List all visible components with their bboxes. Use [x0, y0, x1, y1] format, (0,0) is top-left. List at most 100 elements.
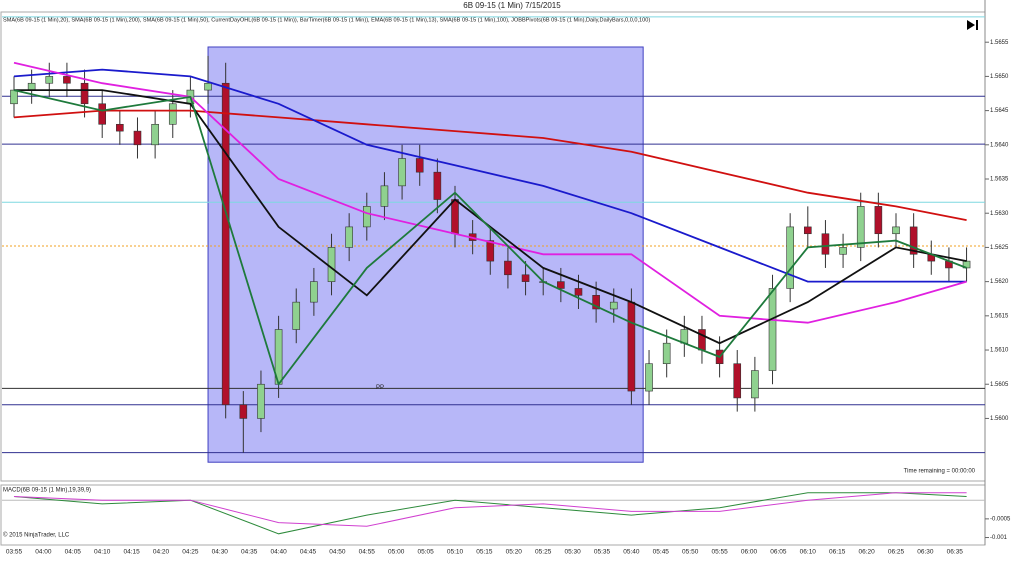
y-tick-label: 1.5630: [990, 211, 1009, 217]
candle-body: [310, 281, 318, 303]
y-tick-label: 1.5640: [990, 142, 1009, 148]
x-tick-label: 04:50: [329, 549, 346, 556]
candle-body: [451, 199, 459, 235]
y-tick-label: 1.5610: [990, 348, 1009, 354]
x-tick-label: 06:10: [800, 549, 817, 556]
x-tick-label: 06:15: [829, 549, 846, 556]
candle-body: [627, 301, 636, 392]
x-tick-label: 06:20: [858, 549, 875, 556]
x-tick-label: 04:25: [182, 549, 199, 556]
y-tick-label: 1.5605: [990, 382, 1009, 388]
indicator-line: [13, 89, 967, 387]
candle-body: [116, 123, 124, 132]
x-tick-label: 05:35: [594, 549, 611, 556]
candle-body: [204, 82, 212, 91]
candle-body: [133, 130, 142, 146]
x-tick-label: 05:40: [623, 549, 640, 556]
x-tick-label: 05:25: [535, 549, 552, 556]
candle-body: [768, 288, 777, 371]
x-tick-label: 05:45: [653, 549, 670, 556]
candle-body: [856, 206, 865, 248]
copyright: © 2015 NinjaTrader, LLC: [3, 532, 70, 539]
x-tick-label: 04:20: [153, 549, 170, 556]
y-tick-label: -0.0005: [990, 516, 1011, 522]
x-tick-label: 04:45: [300, 549, 317, 556]
candle-body: [45, 76, 54, 84]
candle-body: [63, 76, 71, 84]
x-tick-label: 06:30: [917, 549, 934, 556]
candle-body: [892, 226, 900, 235]
x-tick-label: 05:50: [682, 549, 699, 556]
candle-body: [751, 370, 759, 399]
candle-body: [839, 247, 847, 255]
x-tick-label: 05:05: [417, 549, 434, 556]
y-tick-label: 1.5635: [990, 177, 1009, 183]
candle-body: [486, 240, 495, 262]
x-tick-label: 04:10: [94, 549, 111, 556]
indicator-line: [13, 492, 967, 535]
level-label: PP: [376, 385, 384, 391]
candle-body: [645, 363, 653, 392]
candle-body: [10, 89, 18, 105]
candle-body: [680, 329, 689, 344]
x-tick-label: 06:00: [741, 549, 758, 556]
candle-body: [362, 206, 371, 228]
x-tick-label: 03:55: [6, 549, 23, 556]
indicator-line: [13, 492, 967, 527]
x-tick-label: 05:55: [711, 549, 728, 556]
indicator-legend: SMA(6B 09-15 (1 Min),20), SMA(6B 09-15 (…: [3, 17, 650, 23]
candle-body: [521, 274, 530, 282]
bar-timer: Time remaining = 00:00:00: [904, 469, 976, 475]
y-tick-label: -0.001: [990, 535, 1008, 541]
candle-body: [415, 158, 424, 173]
indicator-line: [13, 109, 967, 221]
candle-body: [592, 295, 600, 310]
x-tick-label: 04:05: [65, 549, 82, 556]
x-tick-label: 06:25: [888, 549, 905, 556]
candle-body: [803, 226, 812, 235]
candle-body: [733, 363, 742, 399]
candle-body: [433, 171, 442, 200]
x-tick-label: 05:10: [447, 549, 464, 556]
candle-body: [786, 226, 794, 289]
play-icon[interactable]: [967, 20, 978, 30]
x-tick-label: 04:00: [35, 549, 52, 556]
x-tick-label: 04:35: [241, 549, 258, 556]
candle-body: [80, 82, 89, 105]
x-tick-label: 04:40: [270, 549, 287, 556]
candle-body: [574, 288, 583, 296]
candle-body: [257, 383, 265, 419]
candle-body: [151, 123, 159, 146]
y-tick-label: 1.5615: [990, 313, 1009, 319]
y-tick-label: 1.5650: [990, 74, 1009, 80]
candle-body: [292, 301, 301, 330]
x-tick-label: 05:15: [476, 549, 493, 556]
candle-body: [557, 281, 565, 289]
x-tick-label: 04:15: [123, 549, 140, 556]
x-tick-label: 05:00: [388, 549, 405, 556]
candle-body: [168, 103, 177, 125]
candle-body: [698, 329, 706, 351]
candle-body: [98, 103, 106, 125]
y-tick-label: 1.5600: [990, 416, 1009, 422]
candle-body: [398, 158, 406, 187]
x-tick-label: 04:30: [212, 549, 229, 556]
candle-body: [504, 260, 512, 276]
candle-body: [380, 185, 389, 207]
indicator-line: [13, 61, 967, 324]
candle-body: [239, 404, 248, 419]
candle-body: [221, 82, 230, 406]
y-tick-label: 1.5655: [990, 40, 1009, 46]
candle-body: [327, 247, 336, 282]
x-tick-label: 06:05: [770, 549, 787, 556]
x-tick-label: 05:20: [506, 549, 523, 556]
x-tick-label: 05:30: [564, 549, 581, 556]
candle-body: [662, 342, 671, 365]
candle-body: [821, 233, 830, 255]
y-tick-label: 1.5625: [990, 245, 1009, 251]
x-tick-label: 06:35: [947, 549, 964, 556]
indicator-line: [13, 68, 967, 283]
chart-title: 6B 09-15 (1 Min) 7/15/2015: [463, 1, 561, 10]
indicator-line: [14, 89, 967, 345]
